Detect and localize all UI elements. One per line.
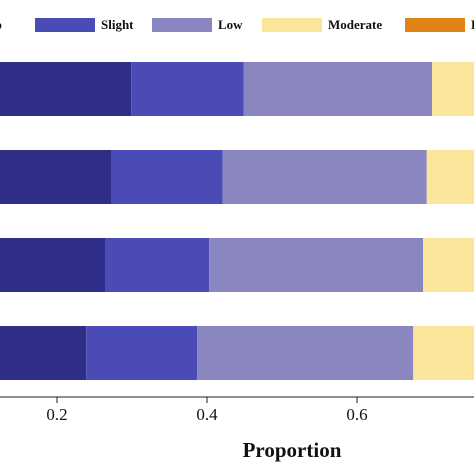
bar-segment [209, 238, 423, 292]
bar-segment [432, 62, 474, 116]
bar-segment [131, 62, 244, 116]
bar-segment [0, 150, 111, 204]
legend-label: Low [218, 17, 243, 32]
bar-segment [86, 326, 198, 380]
x-tick-label: 0.4 [196, 405, 218, 424]
legend-swatch [405, 18, 465, 32]
bar-segment [426, 150, 474, 204]
bar-segment [0, 326, 87, 380]
bar-segment [423, 238, 474, 292]
legend-swatch [152, 18, 212, 32]
legend-swatch [262, 18, 322, 32]
legend-label: No [0, 17, 2, 32]
bar-segment [413, 326, 474, 380]
bar-segment [197, 326, 414, 380]
bar-segment [105, 238, 210, 292]
x-axis-label: Proportion [243, 438, 342, 462]
x-tick-label: 0.6 [346, 405, 367, 424]
bar-segment [111, 150, 223, 204]
legend-label: Slight [101, 17, 134, 32]
bar-segment [243, 62, 432, 116]
x-tick-label: 0.2 [46, 405, 67, 424]
legend-label: Moderate [328, 17, 382, 32]
bar-segment [0, 238, 105, 292]
bar-segment [222, 150, 427, 204]
legend-swatch [35, 18, 95, 32]
legend-label: High [471, 17, 474, 32]
bar-segment [0, 62, 132, 116]
